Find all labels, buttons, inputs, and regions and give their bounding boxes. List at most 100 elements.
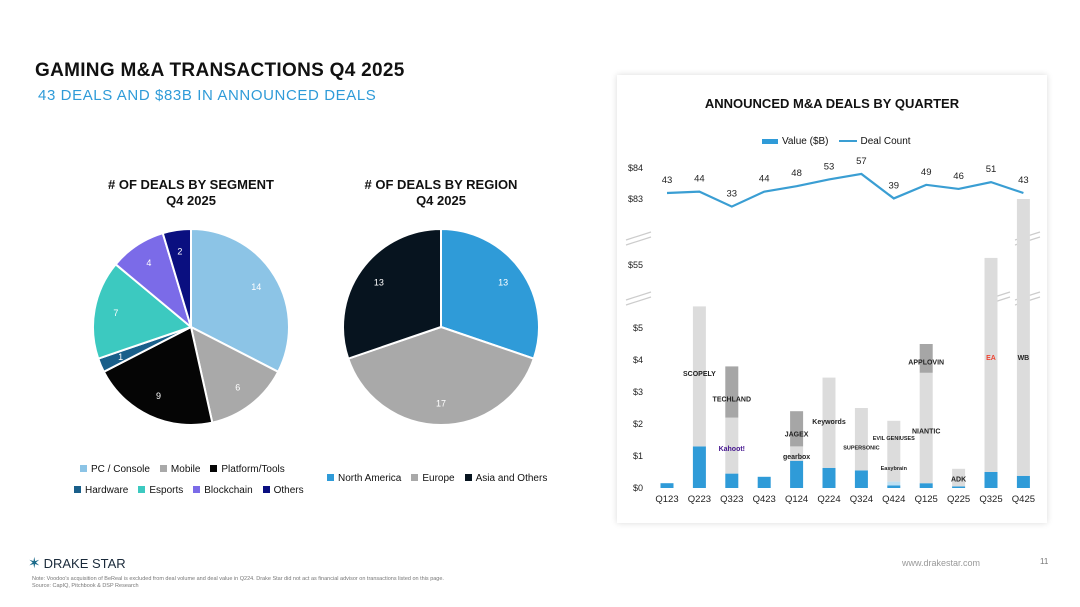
y-tick-label: $3 (633, 387, 643, 397)
y-tick-label: $5 (633, 323, 643, 333)
bar-segment-blue (854, 470, 868, 488)
deal-logo: APPLOVIN (908, 360, 944, 367)
region-legend: North America Europe Asia and Others (327, 473, 547, 484)
deal-logo: WB (1018, 355, 1030, 362)
x-tick-label: Q323 (720, 494, 743, 505)
region-pie-title: # OF DEALS BY REGION Q4 2025 (331, 177, 551, 209)
legend-swatch (464, 474, 472, 481)
bar-segment-blue (790, 460, 804, 488)
x-tick-label: Q123 (655, 494, 678, 505)
pie-slice-asia-and-others (342, 227, 442, 360)
bar-segment-light (1016, 199, 1030, 476)
segment-pie-title-text: # OF DEALS BY SEGMENT (108, 177, 274, 192)
pie-slice-others (161, 227, 192, 328)
legend-item: Europe (411, 473, 455, 484)
legend-label: PC / Console (91, 464, 150, 475)
x-tick-label: Q424 (882, 494, 905, 505)
legend-swatch (411, 474, 419, 481)
bar-segment-blue (757, 476, 771, 488)
deal-logo: Keywords (812, 419, 846, 426)
bar-segment-blue (692, 446, 706, 488)
legend-item: PC / Console (80, 464, 150, 475)
pie-data-label: 6 (235, 383, 240, 393)
legend-swatch (159, 465, 167, 472)
deal-count-label: 48 (791, 168, 802, 179)
segment-legend-row-1: PC / Console Mobile Platform/Tools (80, 464, 285, 475)
deal-logo: SCOPELY (683, 371, 716, 378)
bar-segment-light (984, 257, 998, 472)
x-tick-label: Q125 (915, 494, 938, 505)
quarterly-chart-title: ANNOUNCED M&A DEALS BY QUARTER (704, 96, 960, 111)
deal-count-label: 39 (889, 180, 900, 191)
bar-segment-light (854, 408, 868, 471)
legend-swatch (210, 465, 218, 472)
legend-item: Esports (138, 485, 183, 496)
deal-count-label: 43 (1018, 175, 1029, 186)
pie-data-label: 7 (113, 308, 118, 318)
x-tick-label: Q324 (850, 494, 873, 505)
pie-slice-mobile (189, 325, 280, 424)
deal-logo: Kahoot! (719, 446, 745, 453)
deal-logo: NIANTIC (912, 428, 940, 435)
pie-data-label: 14 (251, 282, 261, 292)
legend-label: Mobile (170, 464, 201, 475)
x-tick-label: Q223 (688, 494, 711, 505)
deal-logo: ADK (951, 476, 966, 483)
bar-segment-light (790, 446, 804, 461)
legend-deal-count-label: Deal Count (860, 136, 911, 147)
legend-swatch (327, 474, 334, 481)
pie-slice-platform-tools (102, 325, 214, 426)
legend-label: Hardware (85, 485, 129, 496)
segment-pie: 14 6 9 1 7 4 2 (92, 227, 290, 426)
region-pie-subtitle: Q4 2025 (416, 193, 466, 208)
y-tick-label: $2 (633, 419, 643, 429)
deal-count-label: 44 (694, 174, 705, 185)
y-tick-label: $55 (628, 260, 643, 270)
x-tick-label: Q423 (753, 494, 776, 505)
footnote-note: Note: Voodoo's acquisition of BeReal is … (32, 576, 444, 582)
deal-logo: Easybrain (881, 466, 908, 472)
drake-star-logo: ✶ DRAKE STAR (28, 554, 126, 572)
legend-label: Esports (149, 485, 184, 496)
bar-segment-dark (919, 344, 933, 373)
legend-label: Others (273, 485, 304, 496)
bar-segment-light (952, 468, 966, 487)
deal-count-label: 49 (921, 167, 932, 178)
pie-data-label: 1 (118, 352, 123, 362)
bar-segment-blue (919, 483, 933, 488)
bar-segment-blue (984, 472, 998, 488)
deal-logo: EVIL GENIUSES (873, 436, 915, 442)
deal-count-line (666, 172, 1024, 208)
legend-swatch (80, 465, 87, 472)
pie-slice-europe (346, 325, 536, 426)
legend-swatch-value (762, 139, 778, 144)
website-link[interactable]: www.drakestar.com (902, 558, 981, 568)
legend-swatch (74, 486, 81, 493)
y-tick-label: $0 (633, 483, 643, 493)
page-title: GAMING M&A TRANSACTIONS Q4 2025 (35, 60, 405, 81)
pie-data-label: 17 (436, 398, 446, 408)
x-tick-label: Q225 (947, 494, 970, 505)
legend-item: North America (327, 473, 401, 484)
pie-data-label: 13 (498, 278, 508, 288)
deal-logo: EA (986, 355, 996, 362)
legend-item: Platform/Tools (210, 464, 285, 475)
legend-swatch (138, 486, 146, 493)
segment-legend-row-2: Hardware Esports Blockchain Others (74, 485, 304, 496)
deal-logo: gearbox (783, 454, 810, 461)
legend-item: Asia and Others (464, 473, 548, 484)
deal-logo: SUPERSONIC (843, 445, 879, 451)
legend-label: Europe (422, 473, 455, 484)
quarterly-legend: Value ($B) Deal Count (762, 136, 911, 147)
legend-label: Asia and Others (475, 473, 548, 484)
legend-deal-count: Deal Count (838, 136, 911, 147)
page-subtitle: 43 DEALS AND $83B IN ANNOUNCED DEALS (38, 87, 377, 104)
bar-segment-light (887, 420, 901, 482)
bar-segment-paleblue (887, 481, 901, 486)
y-tick-label: $1 (633, 451, 643, 461)
deal-count-label: 44 (759, 174, 770, 185)
segment-pie-title: # OF DEALS BY SEGMENT Q4 2025 (81, 177, 301, 209)
region-pie-title-text: # OF DEALS BY REGION (364, 177, 518, 192)
legend-item: Blockchain (193, 485, 253, 496)
